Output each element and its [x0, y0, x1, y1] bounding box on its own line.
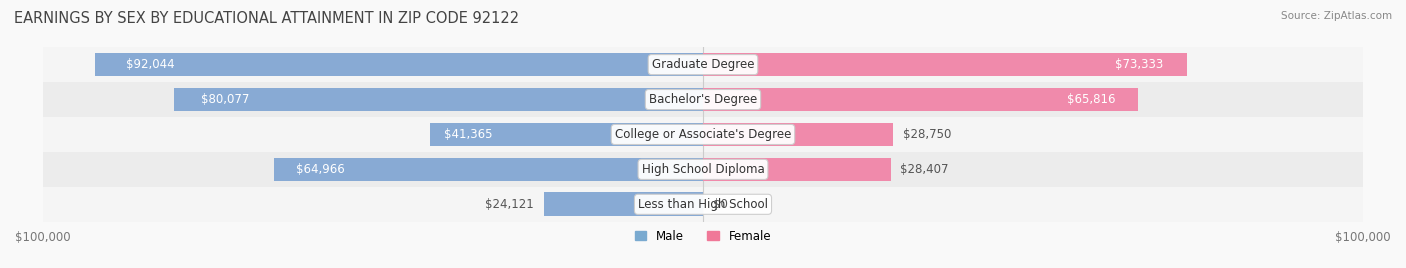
Bar: [274, 158, 703, 181]
Text: College or Associate's Degree: College or Associate's Degree: [614, 128, 792, 141]
Bar: [544, 192, 703, 216]
Text: $24,121: $24,121: [485, 198, 534, 211]
Bar: [174, 88, 703, 111]
Bar: [42, 117, 1364, 152]
Text: $28,750: $28,750: [903, 128, 950, 141]
Text: $64,966: $64,966: [295, 163, 344, 176]
Text: Source: ZipAtlas.com: Source: ZipAtlas.com: [1281, 11, 1392, 21]
Bar: [42, 187, 1364, 222]
Text: High School Diploma: High School Diploma: [641, 163, 765, 176]
Text: $28,407: $28,407: [900, 163, 949, 176]
Text: $73,333: $73,333: [1115, 58, 1163, 71]
Text: $41,365: $41,365: [443, 128, 492, 141]
Legend: Male, Female: Male, Female: [630, 225, 776, 247]
Text: Less than High School: Less than High School: [638, 198, 768, 211]
Text: $92,044: $92,044: [125, 58, 174, 71]
Bar: [703, 53, 1187, 76]
Bar: [703, 88, 1137, 111]
Bar: [430, 122, 703, 146]
Bar: [42, 82, 1364, 117]
Text: $0: $0: [713, 198, 728, 211]
Text: EARNINGS BY SEX BY EDUCATIONAL ATTAINMENT IN ZIP CODE 92122: EARNINGS BY SEX BY EDUCATIONAL ATTAINMEN…: [14, 11, 519, 26]
Bar: [42, 152, 1364, 187]
Bar: [42, 47, 1364, 82]
Text: Graduate Degree: Graduate Degree: [652, 58, 754, 71]
Bar: [703, 158, 890, 181]
Bar: [96, 53, 703, 76]
Text: $80,077: $80,077: [201, 93, 249, 106]
Bar: [703, 122, 893, 146]
Text: Bachelor's Degree: Bachelor's Degree: [650, 93, 756, 106]
Text: $65,816: $65,816: [1067, 93, 1116, 106]
